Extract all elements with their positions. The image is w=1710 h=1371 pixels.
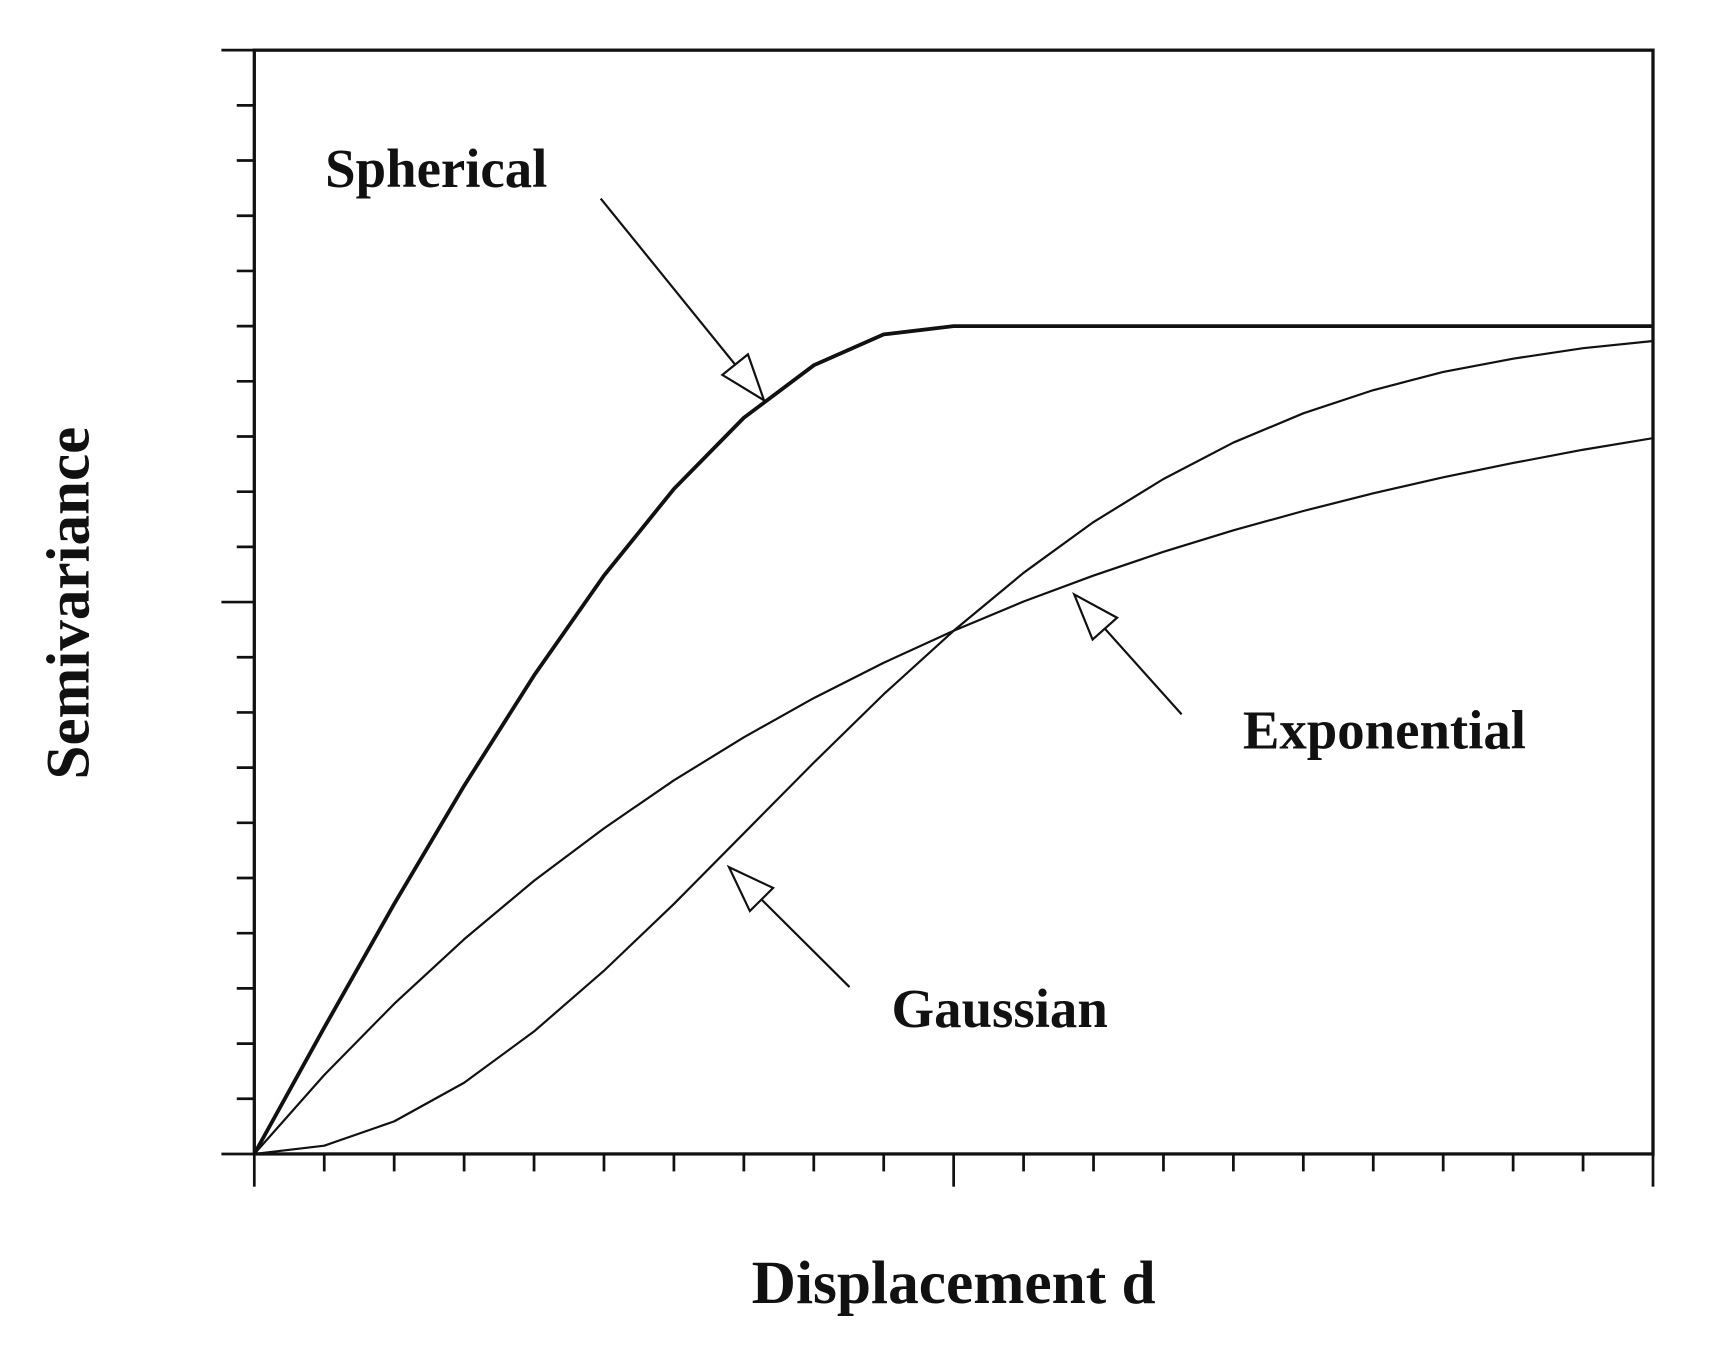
y-axis-title: Semivariance [34,427,102,780]
annotation-arrow-head [720,352,767,403]
x-axis-title: Displacement d [752,1249,1156,1317]
series-label: Exponential [1243,700,1526,761]
line [254,339,1654,1156]
line [252,324,1654,1155]
annotation-arrow-head [1072,592,1120,642]
annotation-arrow-shaft [760,898,851,988]
annotation-arrow-head [726,864,775,913]
annotation-arrow-shaft [599,197,736,366]
line [253,437,1654,1155]
annotation-arrow-shaft [1104,627,1183,716]
series-label: Gaussian [892,978,1108,1039]
series-label: Spherical [325,138,547,199]
